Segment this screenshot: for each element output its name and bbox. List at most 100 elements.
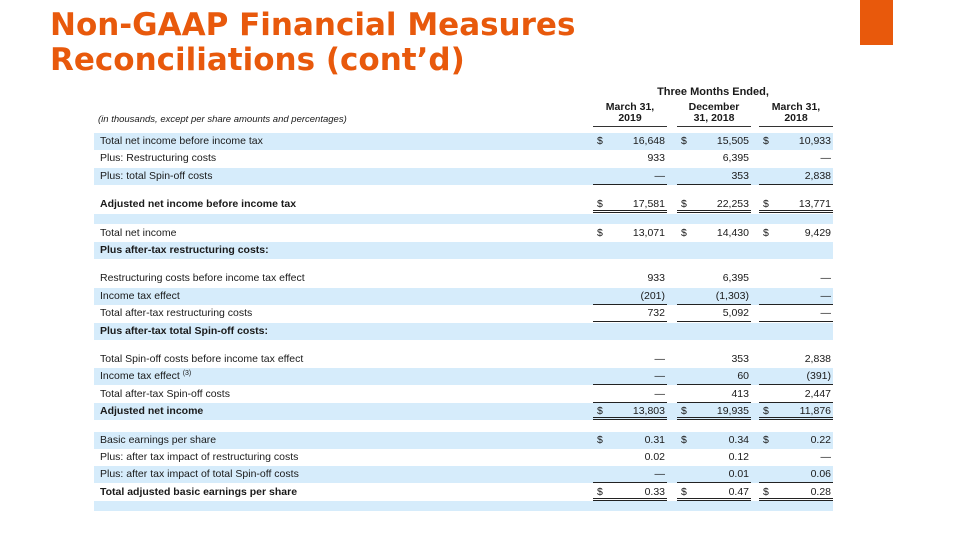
column-header-line-2: 2019	[618, 112, 642, 124]
cell-value: 353	[731, 169, 749, 182]
row-label: Income tax effect (3)	[100, 368, 191, 385]
cell-value: 2,838	[804, 169, 831, 182]
value-cell: $17,581	[593, 196, 667, 214]
cell-value: 14,430	[716, 226, 749, 239]
cell-value: 6,395	[722, 272, 749, 285]
cell-value: 2,838	[804, 353, 831, 365]
cell-value: —	[820, 272, 832, 285]
currency-symbol: $	[597, 135, 603, 147]
row-label-text: Plus: Restructuring costs	[100, 152, 217, 165]
value-cell: $14,430	[677, 225, 751, 242]
column-header-line-1: December	[688, 101, 740, 113]
cell-value: 0.06	[810, 468, 831, 481]
cell-value: —	[820, 289, 832, 302]
row-label: Total adjusted basic earnings per share	[100, 484, 297, 501]
table-row: Plus: Restructuring costs 933 6,395 —	[94, 150, 833, 167]
currency-symbol: $	[597, 433, 603, 446]
cell-value: (1,303)	[715, 289, 749, 302]
corner-accent-block	[860, 0, 893, 45]
value-cell: $0.33	[593, 484, 667, 501]
row-label-text: Total Spin-off costs before income tax e…	[100, 353, 304, 365]
value-cell: $0.31	[593, 432, 667, 449]
currency-symbol: $	[681, 485, 687, 498]
value-cell: 2,838	[759, 351, 833, 368]
units-note: (in thousands, except per share amounts …	[98, 114, 347, 125]
value-cell: (201)	[593, 288, 667, 305]
cell-value: 0.22	[810, 433, 831, 446]
column-header-line-1: March 31,	[771, 101, 821, 113]
row-label: Restructuring costs before income tax ef…	[100, 270, 305, 287]
value-cell: —	[759, 150, 833, 167]
currency-symbol: $	[763, 485, 769, 498]
value-cell: —	[593, 351, 667, 368]
table-row: Basic earnings per share $0.31 $0.34 $0.22	[94, 431, 833, 449]
row-label: Plus: after tax impact of total Spin-off…	[100, 466, 299, 483]
table-row: Total net income $13,071 $14,430 $9,429	[94, 225, 833, 242]
table-row: Total after-tax restructuring costs 732 5,…	[94, 305, 833, 323]
cell-value: 16,648	[632, 135, 665, 147]
row-label-text: Basic earnings per share	[100, 433, 217, 446]
cell-value: 10,933	[798, 135, 831, 147]
row-label-text: Plus: after tax impact of restructuring …	[100, 451, 299, 463]
value-cell: —	[593, 368, 667, 386]
row-label: Plus: Restructuring costs	[100, 150, 216, 167]
table-row: Plus: total Spin-off costs — 353 2,838	[94, 167, 833, 185]
value-cell: 0.02	[593, 449, 667, 466]
value-cell: 0.06	[759, 466, 833, 484]
row-label-text: Total adjusted basic earnings per share	[100, 485, 298, 498]
table-row: Income tax effect (3) — 60 (391)	[94, 368, 833, 386]
row-label: Total Spin-off costs before income tax e…	[100, 351, 303, 368]
currency-symbol: $	[681, 198, 687, 211]
cell-value: 732	[647, 307, 665, 320]
row-label-text: Income tax effect	[100, 289, 180, 302]
cell-value: 413	[731, 387, 749, 400]
row-label: Plus: total Spin-off costs	[100, 168, 212, 185]
row-label: Plus: after tax impact of restructuring …	[100, 449, 298, 466]
value-cell: 60	[677, 368, 751, 386]
cell-value: 22,253	[716, 198, 749, 211]
value-cell: 353	[677, 168, 751, 185]
row-label: Adjusted net income before income tax	[100, 196, 296, 213]
cell-value: 0.02	[644, 451, 665, 463]
value-cell: $22,253	[677, 196, 751, 214]
table-row: Total net income before income tax $16,64…	[94, 133, 833, 150]
value-cell: (1,303)	[677, 288, 751, 305]
table-row: Plus after-tax restructuring costs:	[94, 242, 833, 259]
row-label: Total after-tax restructuring costs	[100, 305, 252, 322]
value-cell: 933	[593, 150, 667, 167]
value-cell: —	[759, 270, 833, 287]
cell-value: 0.34	[728, 433, 749, 446]
cell-value: 60	[737, 370, 749, 383]
cell-value: 13,071	[632, 226, 665, 239]
row-label: Income tax effect	[100, 288, 180, 305]
table-row: Total after-tax Spin-off costs — 413 2,447	[94, 386, 833, 403]
currency-symbol: $	[681, 405, 687, 418]
value-cell: 6,395	[677, 150, 751, 167]
cell-value: 353	[731, 353, 749, 365]
row-label: Basic earnings per share	[100, 432, 216, 449]
value-cell: 0.01	[677, 466, 751, 484]
table-row: Total Spin-off costs before income tax e…	[94, 351, 833, 368]
cell-value: 9,429	[804, 226, 831, 239]
cell-value: —	[654, 370, 666, 383]
cell-value: 0.01	[728, 468, 749, 481]
cell-value: 933	[647, 152, 665, 165]
value-cell: 0.12	[677, 449, 751, 466]
slide-title: Non-GAAP Financial Measures Reconciliati…	[50, 8, 575, 78]
value-cell: $0.22	[759, 432, 833, 449]
row-label-text: Plus after-tax restructuring costs:	[100, 244, 269, 256]
currency-symbol: $	[763, 226, 769, 239]
value-cell: 2,447	[759, 386, 833, 403]
table-row: Income tax effect (201) (1,303) —	[94, 287, 833, 305]
cell-value: 19,935	[716, 405, 749, 418]
value-cell: —	[759, 288, 833, 305]
cell-value: 2,447	[804, 387, 831, 400]
row-label-text: Income tax effect	[100, 370, 180, 383]
currency-symbol: $	[597, 198, 603, 211]
column-header-line-1: March 31,	[605, 101, 655, 113]
cell-value: —	[654, 169, 666, 182]
spacer-row	[94, 185, 833, 195]
row-label-text: Restructuring costs before income tax ef…	[100, 272, 305, 285]
row-label-text: Plus after-tax total Spin-off costs:	[100, 324, 269, 337]
row-label-text: Adjusted net income before income tax	[100, 198, 297, 211]
